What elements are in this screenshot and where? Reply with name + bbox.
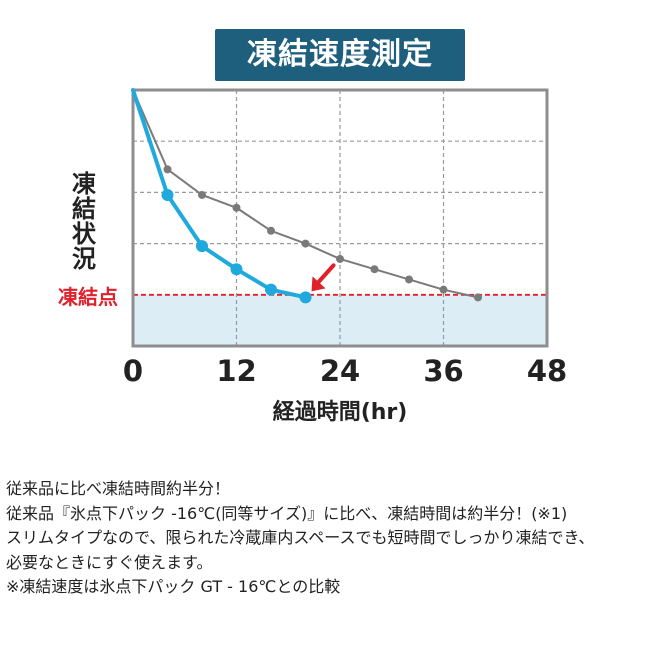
data-point-conventional	[370, 265, 379, 274]
description-line: 必要なときにすぐ使えます。	[6, 552, 213, 572]
data-point-conventional	[336, 254, 344, 263]
data-point-product	[230, 263, 243, 276]
freezing-speed-chart: 0 12 24 36 48	[123, 88, 567, 388]
x-tick-label: 36	[423, 354, 463, 388]
data-point-conventional	[267, 226, 275, 235]
data-point-conventional	[301, 239, 310, 248]
description-line: ※凍結速度は氷点下パック GT - 16℃との比較	[6, 577, 341, 596]
data-point-conventional	[405, 275, 413, 284]
x-axis-label: 経過時間(hr)	[272, 400, 408, 425]
chart-title: 凍結速度測定	[215, 29, 465, 81]
data-point-conventional	[474, 293, 482, 302]
y-axis-label: 凍 結 状 況	[72, 170, 96, 273]
freeze-point-label: 凍結点	[58, 285, 118, 309]
data-point-product	[299, 291, 312, 304]
data-point-product	[265, 283, 277, 296]
description-line: スリムタイプなので、限られた冷蔵庫内スペースでも短時間でしっかり凍結でき、	[6, 528, 595, 547]
data-point-product	[161, 188, 174, 201]
data-point-product	[196, 240, 208, 253]
x-tick-label: 24	[320, 354, 360, 388]
series-line-conventional	[132, 89, 479, 299]
description-line: 従来品『氷点下パック -16℃(同等サイズ)』に比べ、凍結時間は約半分！(※1)	[6, 503, 568, 523]
plot-frame	[131, 88, 549, 348]
description-line: 従来品に比べ凍結時間約半分！	[6, 479, 231, 498]
x-tick-label: 48	[527, 354, 567, 388]
annotation-arrow-head	[311, 276, 326, 292]
series-line-product	[131, 88, 308, 300]
data-point-conventional	[198, 190, 206, 199]
data-point-conventional	[232, 203, 241, 212]
x-tick-label: 12	[216, 354, 256, 388]
description-block: 従来品に比べ凍結時間約半分！ 従来品『氷点下パック -16℃(同等サイズ)』に比…	[6, 477, 646, 600]
x-tick-label: 0	[123, 354, 143, 388]
data-point-conventional	[163, 165, 172, 174]
data-point-conventional	[439, 285, 448, 294]
